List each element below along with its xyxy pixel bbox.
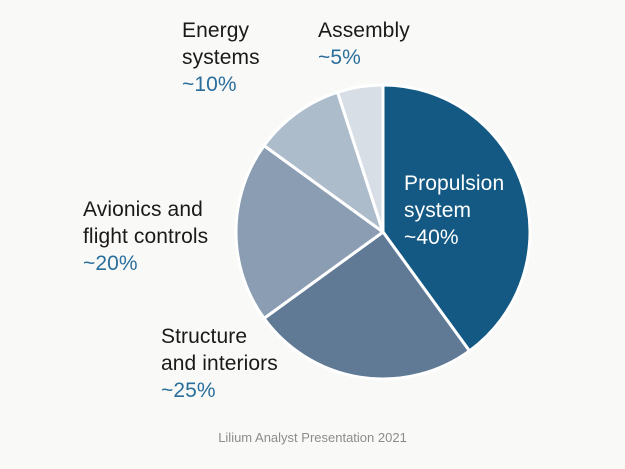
pie-slice-energy xyxy=(262,90,385,234)
slice-percent: ~5% xyxy=(318,46,361,69)
slice-name-line: system xyxy=(404,199,472,222)
slice-name-line: and interiors xyxy=(161,352,278,375)
slice-percent: ~40% xyxy=(404,226,459,249)
slice-label-propulsion: Propulsion system ~40% xyxy=(404,170,504,251)
slice-name-line: Structure xyxy=(161,325,248,348)
slice-name-line: Avionics and xyxy=(83,198,203,221)
slice-name-line: systems xyxy=(182,46,260,69)
slice-label-energy: Energy systems ~10% xyxy=(182,17,260,98)
slice-label-structure: Structure and interiors ~25% xyxy=(161,323,278,404)
slice-name-line: Assembly xyxy=(318,19,410,42)
pie-slice-structure xyxy=(262,230,471,381)
pie-slice-avionics xyxy=(234,144,385,320)
slice-percent: ~25% xyxy=(161,379,216,402)
source-note: Lilium Analyst Presentation 2021 xyxy=(218,430,407,445)
slice-percent: ~10% xyxy=(182,73,237,96)
slice-name-line: Energy xyxy=(182,19,250,42)
slice-label-assembly: Assembly ~5% xyxy=(318,17,410,71)
pie-slice-assembly xyxy=(336,83,385,234)
slice-percent: ~20% xyxy=(83,252,138,275)
slice-label-avionics: Avionics and flight controls ~20% xyxy=(83,196,208,277)
slice-name-line: Propulsion xyxy=(404,172,505,195)
slice-name-line: flight controls xyxy=(83,225,209,248)
pie-slice-propulsion xyxy=(381,83,532,353)
